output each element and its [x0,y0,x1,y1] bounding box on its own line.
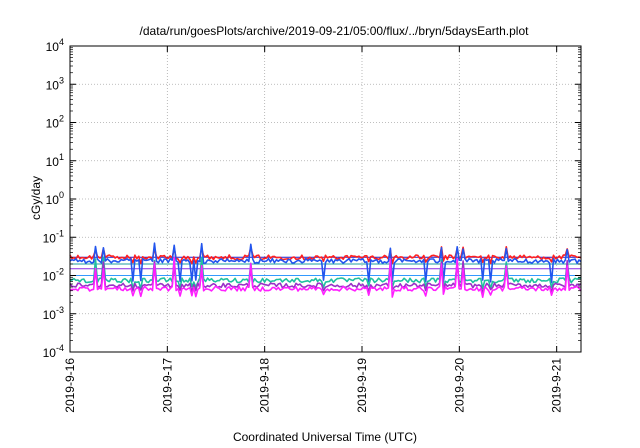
y-tick-label: 102 [46,114,64,131]
ticks: 10-4 10-3 10-2 10-1 100 101 102 103 104 2019-9-16… [43,37,581,413]
y-tick-label: 10-2 [43,267,64,284]
y-tick-label: 103 [46,75,64,92]
x-tick-label: 2019-9-21 [550,358,564,413]
y-tick-label: 101 [46,152,64,169]
series-group [69,242,582,298]
y-tick-label: 10-4 [43,343,64,360]
x-tick-label: 2019-9-19 [355,358,369,413]
series-line-5 [69,256,582,298]
x-tick-label: 2019-9-17 [160,358,174,413]
y-tick-label: 100 [46,190,64,207]
x-tick-label: 2019-9-16 [63,358,77,413]
x-tick-label: 2019-9-20 [452,358,466,413]
grid [70,46,581,352]
chart-title: /data/run/goesPlots/archive/2019-09-21/0… [140,24,530,38]
y-tick-label: 10-3 [43,305,64,322]
x-axis-label: Coordinated Universal Time (UTC) [233,430,417,444]
y-tick-label: 10-1 [43,228,64,245]
series-line-2 [69,242,582,284]
x-tick-label: 2019-9-18 [258,358,272,413]
y-tick-label: 104 [46,37,64,54]
y-axis-label: cGy/day [29,176,43,220]
